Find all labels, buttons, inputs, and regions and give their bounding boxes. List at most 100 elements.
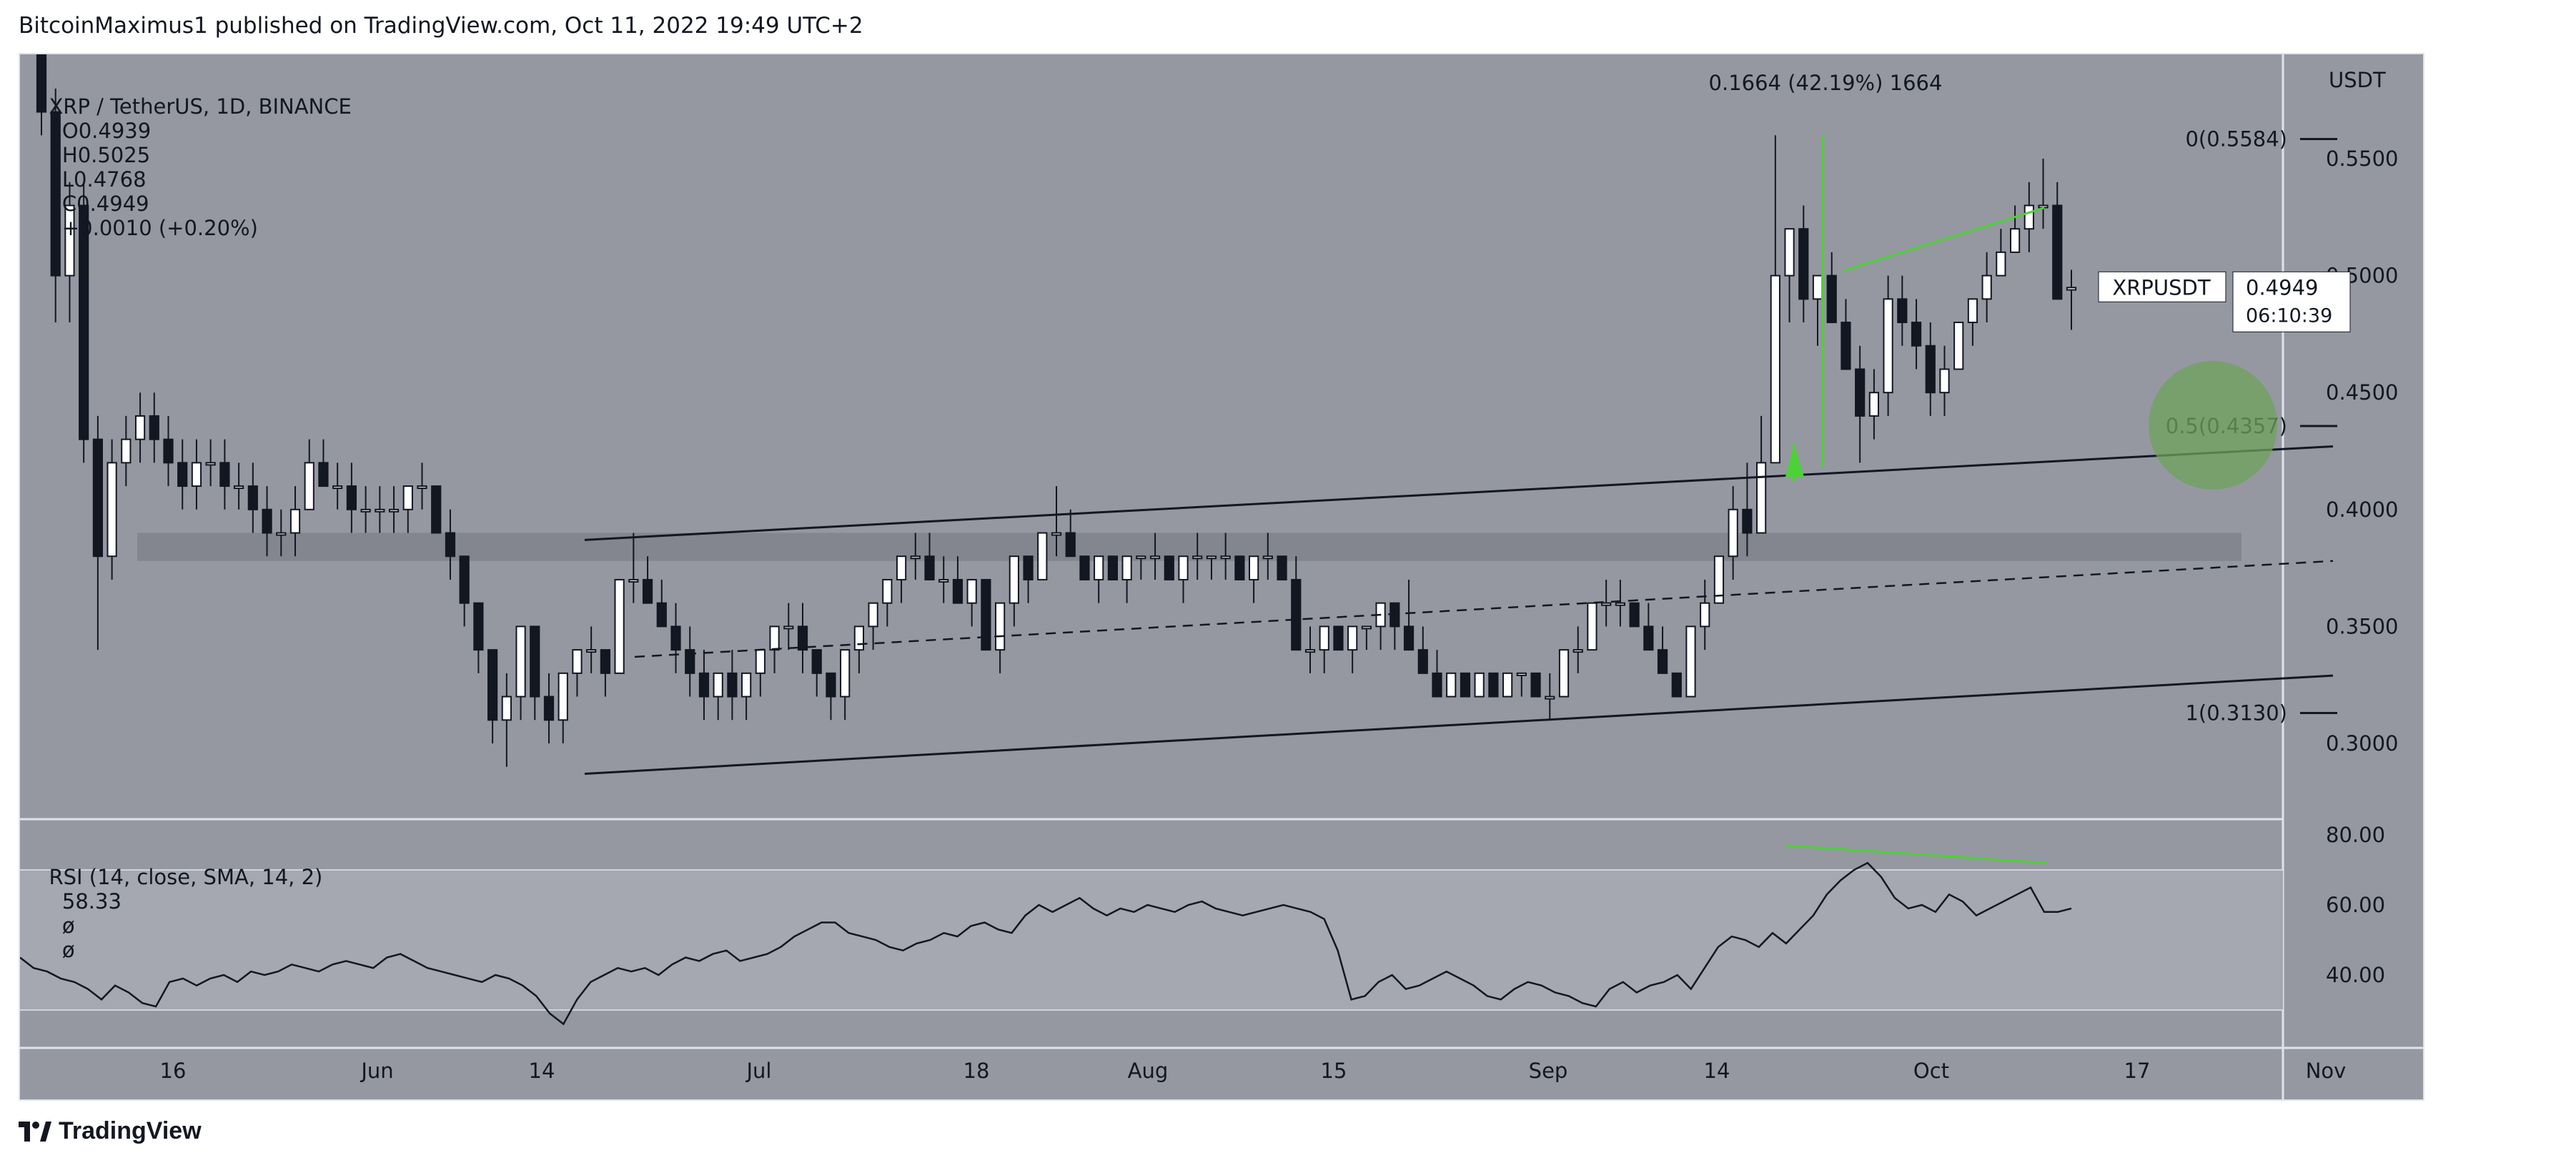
candle-up [783, 625, 794, 630]
symbol-legend[interactable]: XRP / TetherUS, 1D, BINANCE O0.4939 H0.5… [36, 70, 352, 240]
candle-down [656, 602, 667, 628]
candle-up [1587, 602, 1597, 651]
price-tag-countdown: 06:10:39 [2246, 305, 2332, 327]
candle-down [1742, 508, 1753, 534]
candle-up [1967, 298, 1978, 324]
candle-down [2052, 204, 2063, 300]
candle-down [797, 625, 808, 651]
candle-up [106, 462, 117, 558]
candle-up [1361, 625, 1372, 630]
candle-down [473, 602, 484, 651]
candle-up [1502, 672, 1513, 698]
open-label: O [61, 119, 79, 143]
symbol-tag-box[interactable] [2098, 271, 2226, 302]
candle-down [1643, 625, 1654, 651]
candle-up [2023, 204, 2034, 230]
candle-down [685, 649, 695, 674]
candle-up [910, 555, 921, 560]
rsi-axis-tick: 60.00 [2326, 893, 2385, 917]
candle-down [1333, 625, 1344, 651]
time-axis-label: 15 [1321, 1059, 1347, 1083]
candle-up [375, 508, 385, 513]
rsi-band [20, 870, 2283, 1010]
candle-up [2009, 228, 2021, 253]
candle-up [1996, 251, 2006, 277]
candle-up [558, 672, 568, 721]
candle-down [1488, 672, 1499, 698]
candle-up [1883, 298, 1893, 394]
candle-up [2066, 287, 2077, 291]
symbol-name[interactable]: XRP / TetherUS, 1D, BINANCE [49, 94, 352, 119]
candle-down [698, 672, 710, 698]
candle-up [755, 649, 766, 674]
candle-down [262, 508, 272, 534]
fib-level-label: 0(0.5584) [2185, 127, 2287, 152]
candle-down [811, 649, 822, 674]
candle-down [952, 578, 963, 604]
price-tag-box[interactable] [2232, 271, 2351, 332]
open-value: 0.4939 [78, 119, 152, 143]
candle-up [1051, 532, 1062, 536]
candle-down [1164, 555, 1174, 580]
candle-up [882, 578, 893, 604]
candle-up [938, 578, 949, 583]
candle-up [205, 462, 216, 466]
rsi-divergence-line [1785, 844, 2048, 864]
high-value: 0.5025 [77, 143, 151, 167]
candle-up [134, 415, 146, 440]
rsi-label[interactable]: RSI (14, close, SMA, 14, 2) [49, 865, 323, 889]
candle-up [191, 462, 202, 488]
time-axis-label: 16 [160, 1059, 187, 1083]
channel-resistance-line [584, 445, 2334, 541]
candle-up [1178, 555, 1189, 580]
candle-up [769, 625, 780, 651]
candle-up [1981, 274, 1992, 300]
rsi-axis-tick: 80.00 [2326, 823, 2385, 847]
price-axis-tick: 0.5500 [2326, 147, 2398, 171]
candle-down [1403, 625, 1415, 651]
candle-up [1516, 672, 1527, 676]
candle-up [1728, 508, 1738, 558]
candle-up [1713, 555, 1725, 604]
candle-down [600, 649, 611, 674]
candle-down [50, 111, 61, 277]
channel-midline [634, 560, 2334, 658]
candle-up [1347, 625, 1358, 651]
channel-support-line [584, 674, 2334, 776]
candle-down [1855, 368, 1866, 417]
candle-up [515, 625, 526, 698]
candle-down [670, 625, 681, 651]
chart-canvas[interactable]: 0(0.5584)0.5(0.4357)1(0.3130)0.1664 (42.… [20, 54, 2423, 1099]
price-axis-tick: 0.3500 [2326, 614, 2398, 638]
symbol-tag-label: XRPUSDT [2112, 275, 2210, 300]
rsi-extra-1: ø [61, 914, 75, 938]
candle-up [501, 696, 512, 721]
candle-down [1023, 555, 1034, 580]
brand-name: TradingView [59, 1117, 202, 1144]
candle-down [346, 485, 357, 510]
candle-down [1079, 555, 1090, 580]
rsi-legend[interactable]: RSI (14, close, SMA, 14, 2) 58.33 ø ø [36, 841, 322, 962]
chart-frame[interactable]: 0(0.5584)0.5(0.4357)1(0.3130)0.1664 (42.… [19, 53, 2424, 1101]
candle-up [1220, 555, 1231, 560]
candle-up [1446, 672, 1457, 698]
time-axis-label: 14 [529, 1059, 555, 1083]
candle-down [247, 485, 258, 510]
candle-up [1319, 625, 1329, 651]
candle-up [896, 555, 907, 580]
price-axis-tick: 0.3000 [2326, 731, 2398, 756]
footer-logo[interactable]: TradingView [19, 1117, 202, 1145]
candle-up [332, 485, 343, 490]
candle-down [1460, 672, 1471, 698]
candle-up [1770, 274, 1780, 464]
candle-up [1136, 555, 1146, 560]
rsi-extra-2: ø [61, 938, 75, 962]
candle-up [1755, 462, 1767, 534]
time-axis-label: Jun [360, 1059, 393, 1083]
price-tag-value: 0.4949 [2246, 275, 2318, 300]
candle-down [1530, 672, 1541, 698]
candle-up [572, 649, 583, 674]
candle-down [1417, 649, 1428, 674]
candle-up [304, 462, 314, 510]
candle-down [1432, 672, 1442, 698]
